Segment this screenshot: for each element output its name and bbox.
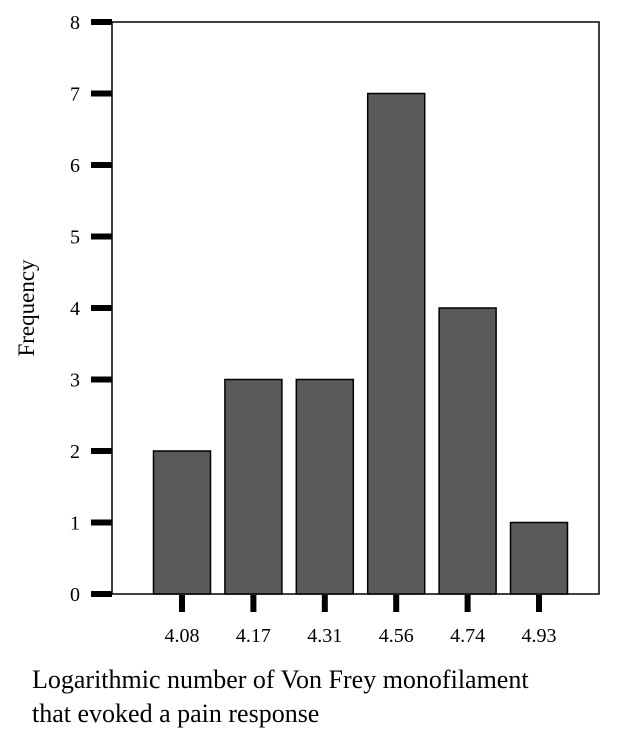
y-tick-label-0: 0 bbox=[70, 584, 80, 606]
x-tick-mark-4.08 bbox=[179, 595, 185, 612]
y-tick-mark-7 bbox=[91, 90, 112, 97]
bar-4.56 bbox=[366, 92, 426, 595]
x-tick-mark-4.31 bbox=[321, 595, 328, 612]
y-tick-label-5: 5 bbox=[70, 227, 80, 249]
bar-4.93 bbox=[509, 521, 569, 595]
x-tick-label-4.56: 4.56 bbox=[379, 625, 414, 647]
bar-4.17 bbox=[224, 378, 283, 595]
x-tick-label-4.93: 4.93 bbox=[522, 625, 557, 647]
bar-4.74 bbox=[438, 307, 497, 595]
y-tick-mark-1 bbox=[91, 519, 112, 526]
x-tick-label-4.17: 4.17 bbox=[236, 625, 271, 647]
y-tick-mark-3 bbox=[91, 376, 112, 383]
x-tick-label-4.74: 4.74 bbox=[450, 625, 485, 647]
bar-4.31 bbox=[295, 378, 355, 595]
y-tick-label-3: 3 bbox=[70, 370, 80, 392]
bar-4.08 bbox=[152, 450, 212, 595]
x-tick-label-4.08: 4.08 bbox=[165, 625, 200, 647]
y-tick-label-6: 6 bbox=[70, 155, 80, 177]
x-tick-label-4.31: 4.31 bbox=[307, 625, 342, 647]
x-tick-mark-4.93 bbox=[536, 595, 542, 612]
x-tick-mark-4.74 bbox=[464, 595, 471, 612]
bars-group bbox=[152, 92, 569, 595]
x-axis-title-line-2: that evoked a pain response bbox=[32, 699, 319, 728]
y-tick-mark-5 bbox=[91, 233, 112, 240]
y-tick-label-8: 8 bbox=[70, 12, 80, 34]
y-tick-label-4: 4 bbox=[70, 298, 80, 320]
y-tick-label-2: 2 bbox=[70, 441, 80, 463]
y-tick-mark-6 bbox=[91, 162, 112, 168]
x-axis-title-line-1: Logarithmic number of Von Frey monofilam… bbox=[32, 665, 529, 694]
y-tick-label-7: 7 bbox=[70, 84, 80, 106]
y-axis-ticks: 0 1 2 3 4 5 6 7 8 bbox=[70, 12, 112, 606]
y-tick-label-1: 1 bbox=[70, 513, 80, 535]
y-axis-title: Frequency bbox=[14, 259, 39, 357]
x-tick-mark-4.56 bbox=[393, 595, 400, 612]
y-tick-mark-0 bbox=[91, 591, 112, 597]
x-tick-mark-4.17 bbox=[250, 595, 257, 612]
y-tick-mark-4 bbox=[91, 305, 112, 311]
x-axis-ticks: 4.08 4.17 4.31 4.56 4.74 4.93 bbox=[165, 595, 557, 647]
y-tick-mark-2 bbox=[91, 448, 112, 454]
y-tick-mark-8 bbox=[91, 19, 112, 25]
